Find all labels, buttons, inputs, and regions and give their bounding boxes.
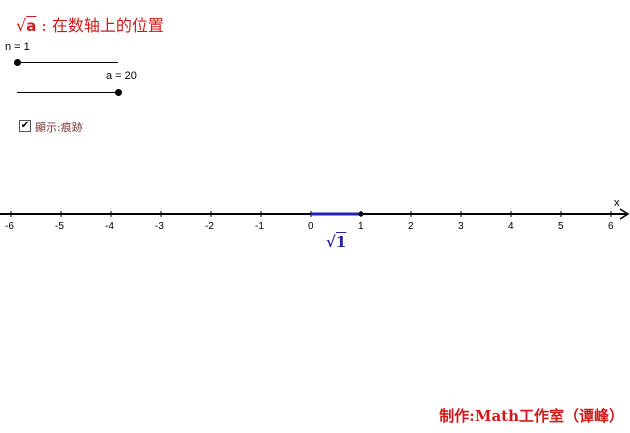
axis-tick-label: 6 — [608, 221, 614, 232]
sqrt-point[interactable] — [358, 211, 364, 217]
axis-tick-label: 2 — [408, 221, 414, 232]
check-icon: ✔ — [20, 120, 30, 131]
axis-tick-label: 1 — [358, 221, 364, 232]
slider-n-knob[interactable] — [14, 59, 21, 66]
page-title: √a : 在数轴上的位置 — [16, 12, 164, 36]
axis-tick-label: -6 — [5, 221, 14, 232]
sqrt-label-radical: √ — [326, 233, 336, 251]
slider-n-label: n = 1 — [5, 41, 30, 53]
credit-text: 制作:Math工作室（谭峰） — [439, 407, 624, 425]
title-text: : 在数轴上的位置 — [36, 16, 164, 35]
radicand: a — [26, 17, 37, 35]
axis-tick-label: 4 — [508, 221, 514, 232]
axis-tick-label: -3 — [155, 221, 164, 232]
axis-tick-label: 3 — [458, 221, 464, 232]
show-trace-label: 顯示:痕跡 — [35, 121, 83, 134]
slider-a-label: a = 20 — [106, 70, 137, 82]
axis-tick-label: -4 — [105, 221, 114, 232]
show-trace-checkbox[interactable]: ✔ — [19, 120, 31, 132]
sqrt-label-value: 1 — [335, 233, 347, 251]
axis-tick-label: 5 — [558, 221, 564, 232]
slider-a-knob[interactable] — [115, 89, 122, 96]
axis-arrow-icon — [619, 208, 630, 220]
radical-sign: √ — [16, 16, 27, 35]
slider-a-track[interactable] — [17, 92, 118, 93]
axis-tick-label: -5 — [55, 221, 64, 232]
slider-n-track[interactable] — [17, 62, 118, 63]
axis-tick-label: 0 — [308, 221, 314, 232]
axis-tick-label: -2 — [205, 221, 214, 232]
sqrt-label: √1 — [326, 234, 346, 250]
axis-tick-label: -1 — [255, 221, 264, 232]
axis-label: x — [614, 197, 620, 209]
